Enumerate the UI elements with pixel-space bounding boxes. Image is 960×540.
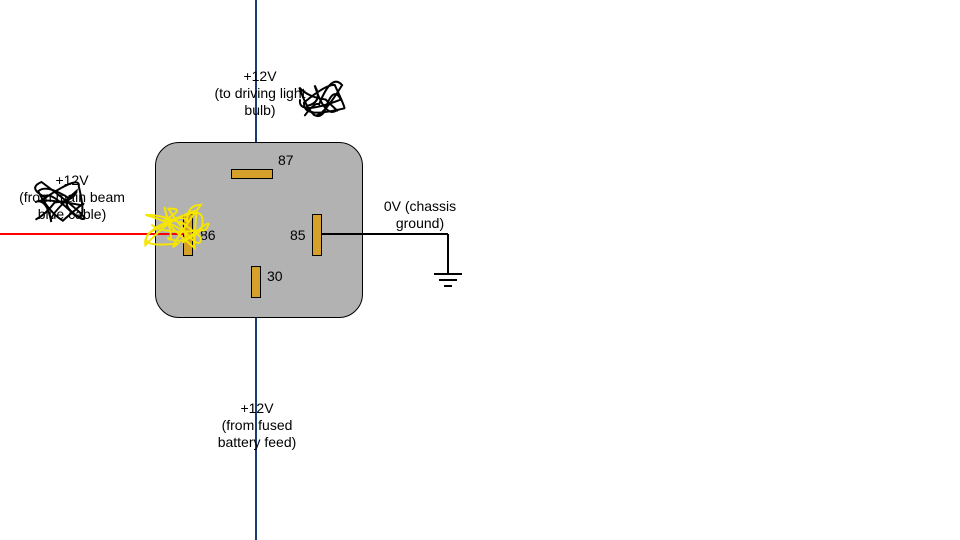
diagram-canvas: 87 86 85 30 +12V (to driving light bulb)…: [0, 0, 960, 540]
scribble-yellow-icon: [0, 0, 960, 540]
